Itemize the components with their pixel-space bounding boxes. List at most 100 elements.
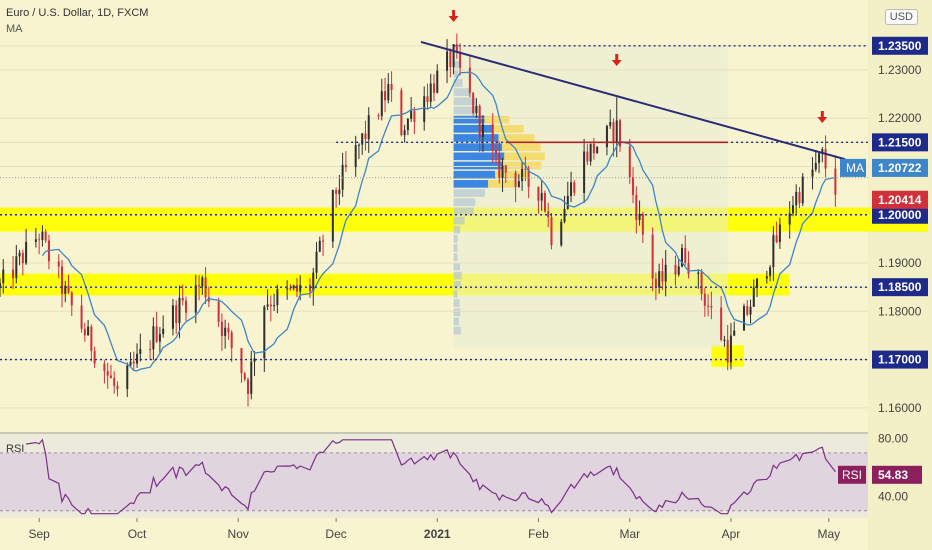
candle-body-159 — [726, 339, 729, 363]
candle-body-178 — [814, 162, 817, 170]
candle-body-169 — [772, 235, 775, 268]
volume-profile-bar-16 — [453, 180, 489, 188]
candle-body-40 — [181, 297, 184, 301]
currency-button[interactable]: USD — [884, 9, 918, 25]
price-tick-9: 1.23000 — [878, 63, 922, 77]
candle-body-91 — [413, 110, 416, 122]
price-tick-2: 1.18000 — [878, 304, 922, 318]
volume-profile-bar-9 — [453, 244, 458, 252]
candle-body-25 — [113, 378, 116, 386]
candle-body-50 — [227, 327, 230, 333]
volume-profile-bar-7 — [453, 262, 461, 271]
volume-profile-bar-1 — [453, 317, 459, 326]
rsi-value-label: 54.83 — [878, 468, 908, 482]
volume-profile-sell-20 — [501, 143, 541, 151]
candle-body-131 — [596, 147, 599, 154]
candle-body-78 — [357, 144, 360, 146]
price-tick-0: 1.16000 — [878, 401, 922, 415]
candle-body-47 — [217, 301, 220, 322]
candle-body-129 — [589, 143, 592, 162]
candle-body-92 — [423, 96, 426, 122]
candle-body-167 — [765, 276, 768, 279]
candle-body-62 — [286, 288, 289, 290]
candle-body-148 — [677, 266, 680, 275]
candle-body-166 — [756, 278, 759, 288]
candle-body-117 — [537, 186, 540, 201]
level-badge-3 — [872, 278, 928, 297]
volume-profile-bar-23 — [453, 115, 485, 124]
candle-body-4 — [18, 252, 21, 257]
candle-body-56 — [253, 358, 256, 362]
candle-body-81 — [367, 115, 370, 140]
candle-body-94 — [429, 83, 432, 102]
rsi-band — [0, 452, 868, 511]
level-badge-0 — [872, 36, 928, 55]
candle-body-10 — [44, 231, 47, 241]
candle-body-133 — [609, 122, 612, 126]
x-tick-label-5: Feb — [528, 527, 549, 541]
candle-body-123 — [563, 208, 566, 222]
volume-profile-bar-5 — [453, 280, 461, 289]
rsi-name-tag-bg — [838, 465, 866, 484]
candle-body-49 — [224, 327, 227, 336]
candle-body-165 — [752, 287, 755, 307]
candle-body-41 — [184, 300, 188, 313]
candle-body-27 — [126, 365, 129, 390]
rsi-value-bg — [872, 465, 922, 484]
candle-body-17 — [80, 305, 83, 329]
rsi-tick-0: 40.00 — [878, 489, 908, 503]
candle-body-154 — [703, 293, 706, 306]
candle-body-136 — [618, 120, 622, 147]
candle-body-18 — [83, 328, 86, 336]
candle-body-171 — [778, 224, 781, 243]
x-tick-label-7: Apr — [722, 527, 741, 541]
candle-body-164 — [749, 306, 752, 315]
candle-body-26 — [116, 385, 119, 390]
volume-profile-bar-24 — [453, 106, 478, 115]
candle-body-99 — [452, 44, 455, 68]
candle-body-72 — [331, 190, 334, 242]
candle-body-128 — [586, 151, 589, 162]
candle-body-39 — [178, 297, 181, 323]
candle-body-90 — [410, 110, 413, 119]
candle-body-0 — [0, 283, 2, 288]
candle-body-1 — [2, 269, 5, 284]
candle-body-59 — [269, 304, 272, 307]
candle-body-107 — [491, 124, 494, 151]
candle-body-108 — [494, 150, 498, 154]
candle-body-181 — [824, 149, 827, 169]
volume-profile-sell-22 — [492, 124, 524, 133]
candle-body-89 — [406, 118, 409, 131]
candle-body-64 — [292, 285, 295, 289]
level-badge-text-1: 1.21500 — [878, 135, 922, 149]
volume-profile-sell-21 — [498, 134, 535, 142]
candle-body-73 — [335, 190, 338, 194]
level-badge-text-0: 1.23500 — [878, 39, 922, 53]
candle-body-88 — [403, 130, 406, 136]
candle-body-147 — [674, 264, 677, 275]
candle-body-30 — [136, 353, 139, 364]
candle-body-33 — [152, 326, 155, 350]
candle-body-87 — [400, 90, 403, 136]
down-arrow-1 — [611, 54, 622, 66]
price-tag-name-bg-0 — [840, 158, 866, 177]
candle-body-61 — [276, 289, 279, 306]
volume-profile-bar-8 — [453, 253, 458, 262]
candle-body-22 — [103, 363, 106, 372]
candle-body-6 — [25, 241, 28, 264]
candle-body-109 — [498, 153, 501, 178]
trendline — [420, 40, 846, 161]
candle-body-21 — [93, 351, 96, 364]
candle-body-113 — [517, 181, 520, 187]
candle-body-153 — [700, 272, 703, 294]
volume-profile-bar-10 — [453, 235, 458, 243]
candle-body-65 — [295, 285, 298, 292]
candle-body-28 — [129, 361, 132, 366]
price-tag-bg-1 — [872, 190, 928, 209]
volume-profile-bar-21 — [453, 134, 499, 142]
level-badge-text-3: 1.18500 — [878, 280, 922, 294]
candle-body-82 — [377, 115, 380, 117]
candle-body-162 — [742, 306, 746, 331]
